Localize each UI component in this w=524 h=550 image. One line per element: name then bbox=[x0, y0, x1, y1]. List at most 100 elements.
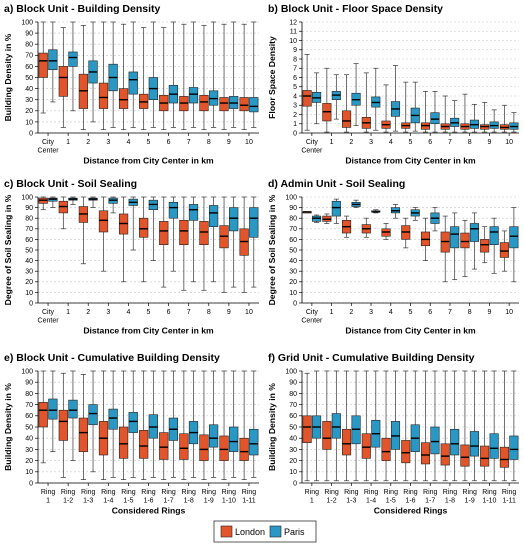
box-london bbox=[199, 94, 209, 112]
box-paris bbox=[229, 426, 239, 452]
chart-panel-f: f) Grid Unit - Cumulative Building Densi… bbox=[267, 352, 519, 516]
box-london bbox=[420, 442, 431, 465]
x-tick-label: 1-4 bbox=[366, 498, 376, 505]
x-tick-label: City bbox=[42, 309, 55, 316]
x-tick-label: 1-3 bbox=[83, 498, 93, 505]
legend-swatch-london bbox=[220, 525, 233, 538]
chart-title: b) Block Unit - Floor Space Density bbox=[268, 3, 443, 15]
x-tick-label: 3 bbox=[369, 309, 373, 316]
x-tick-label: 8 bbox=[468, 139, 472, 146]
box-paris bbox=[331, 200, 341, 217]
x-tick-label: 7 bbox=[187, 139, 191, 146]
y-tick-label: 8 bbox=[293, 56, 297, 63]
y-tick-label: 50 bbox=[25, 424, 33, 431]
x-tick-label: 1-10 bbox=[222, 498, 236, 505]
box-paris bbox=[450, 226, 460, 249]
y-tick-label: 30 bbox=[25, 447, 33, 454]
x-tick-label: 10 bbox=[245, 309, 253, 316]
x-tick-label: 3 bbox=[106, 309, 110, 316]
box-london bbox=[179, 433, 189, 460]
x-tick-label: City bbox=[306, 139, 319, 146]
x-tick-label: 1-8 bbox=[445, 498, 455, 505]
y-tick-label: 10 bbox=[289, 38, 297, 45]
y-tick-label: 10 bbox=[25, 469, 33, 476]
box-london bbox=[179, 220, 189, 246]
x-tick-label: 7 bbox=[448, 309, 452, 316]
x-tick-label: 10 bbox=[505, 309, 513, 316]
box-london bbox=[322, 421, 332, 450]
x-axis-label: Distance from City Center in km bbox=[83, 326, 214, 336]
x-tick-label: Ring bbox=[462, 489, 477, 496]
box-paris bbox=[188, 87, 199, 104]
x-tick-label: 1-9 bbox=[204, 498, 214, 505]
x-tick-label: 1 bbox=[66, 309, 70, 316]
x-tick-label: 8 bbox=[468, 309, 472, 316]
box-london bbox=[302, 415, 312, 443]
legend-frame bbox=[213, 520, 317, 543]
box-paris bbox=[509, 435, 519, 460]
legend-label-paris: Paris bbox=[284, 527, 305, 537]
x-tick-label: 5 bbox=[147, 139, 151, 146]
box-paris bbox=[331, 413, 341, 439]
box-london bbox=[480, 239, 490, 253]
box-london bbox=[58, 66, 68, 97]
x-axis-label: Distance from City Center in km bbox=[345, 156, 476, 166]
y-tick-label: 10 bbox=[289, 290, 297, 297]
x-tick-label: 4 bbox=[126, 139, 130, 146]
box-paris bbox=[208, 205, 219, 227]
x-tick-label: 6 bbox=[428, 139, 432, 146]
box-london bbox=[219, 435, 229, 461]
x-tick-label: 1-11 bbox=[242, 498, 256, 505]
y-tick-label: 6 bbox=[293, 75, 297, 82]
box-paris bbox=[168, 202, 179, 219]
chart-title: f) Grid Unit - Cumulative Building Densi… bbox=[268, 352, 475, 364]
box-paris bbox=[249, 97, 259, 113]
x-axis-label: Considered Rings bbox=[374, 506, 448, 516]
box-london bbox=[78, 417, 89, 452]
x-tick-label: Ring bbox=[121, 489, 136, 496]
x-tick-label: 10 bbox=[245, 139, 253, 146]
y-tick-label: 100 bbox=[21, 368, 33, 375]
chart-title: e) Block Unit - Cumulative Building Dens… bbox=[4, 352, 220, 364]
y-tick-label: 50 bbox=[25, 75, 33, 82]
x-tick-label: Center bbox=[301, 318, 323, 325]
y-tick-label: 12 bbox=[289, 19, 297, 26]
x-tick-label: Ring bbox=[344, 489, 359, 496]
box-london bbox=[159, 432, 169, 460]
y-tick-label: 5 bbox=[293, 84, 297, 91]
box-london bbox=[38, 52, 48, 78]
y-tick-label: 100 bbox=[285, 194, 297, 201]
box-london bbox=[440, 443, 450, 466]
y-tick-label: 30 bbox=[289, 447, 297, 454]
chart-title: a) Block Unit - Building Density bbox=[4, 3, 161, 15]
x-tick-label: 1-2 bbox=[63, 498, 73, 505]
y-tick-label: 40 bbox=[25, 436, 33, 443]
y-tick-label: 1 bbox=[293, 121, 297, 128]
x-tick-label: Ring bbox=[141, 489, 156, 496]
y-tick-label: 90 bbox=[289, 205, 297, 212]
box-london bbox=[118, 88, 129, 109]
x-tick-label: 3 bbox=[369, 139, 373, 146]
y-tick-label: 11 bbox=[290, 29, 297, 36]
y-tick-label: 10 bbox=[25, 119, 33, 126]
y-tick-label: 90 bbox=[25, 205, 33, 212]
x-tick-label: Ring bbox=[305, 489, 320, 496]
box-london bbox=[139, 430, 149, 459]
box-paris bbox=[48, 49, 58, 71]
x-tick-label: 1-7 bbox=[164, 498, 174, 505]
box-paris bbox=[128, 412, 138, 433]
x-tick-label: Center bbox=[301, 148, 323, 155]
box-london bbox=[460, 444, 470, 467]
x-tick-label: Center bbox=[38, 318, 60, 325]
y-tick-label: 60 bbox=[289, 237, 297, 244]
box-london bbox=[480, 445, 490, 467]
box-paris bbox=[430, 112, 440, 125]
y-axis-label: Floor Space Density bbox=[267, 36, 277, 119]
y-tick-label: 80 bbox=[289, 216, 297, 223]
x-tick-label: 4 bbox=[389, 309, 393, 316]
x-tick-label: Ring bbox=[364, 489, 379, 496]
box-paris bbox=[469, 223, 479, 242]
y-tick-label: 70 bbox=[289, 402, 297, 409]
box-paris bbox=[88, 404, 98, 426]
x-tick-label: Ring bbox=[222, 489, 237, 496]
